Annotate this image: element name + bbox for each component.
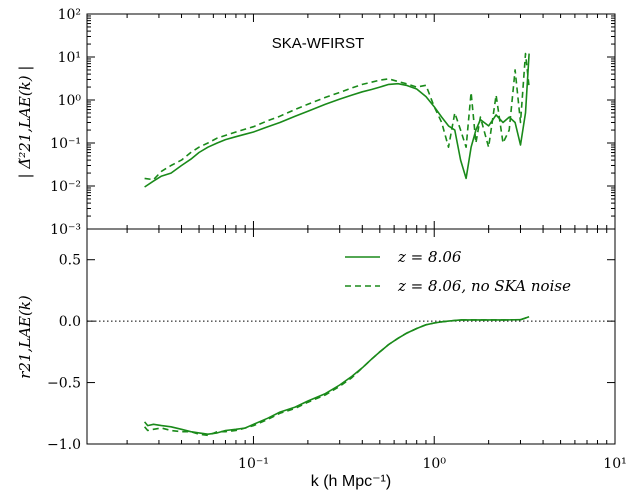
x-tick-label: 10⁻¹ <box>238 456 269 472</box>
x-tick-label: 10¹ <box>603 456 626 472</box>
bottom-series-solid <box>143 316 530 436</box>
y-tick-label: −1.0 <box>47 437 81 453</box>
y-tick-label: 10⁻³ <box>50 222 81 238</box>
legend-label-dashed: z = 8.06, no SKA noise <box>397 277 571 295</box>
y-tick-label: 0.5 <box>59 253 81 269</box>
y-tick-label: 10¹ <box>58 50 81 66</box>
panel-annotation: SKA-WFIRST <box>272 35 365 52</box>
y-tick-label: 10⁻² <box>50 179 81 195</box>
y-tick-label: 10⁻¹ <box>50 136 81 152</box>
x-tick-label: 10⁰ <box>423 456 447 472</box>
y-tick-label: 10² <box>58 7 81 23</box>
top-series-dashed <box>144 52 530 181</box>
bottom-panel-frame <box>86 228 616 445</box>
top-axes: 10⁻³ 10⁻² 10⁻¹ 10⁰ 10¹ 10² <box>50 7 616 238</box>
bottom-series-dashed <box>143 316 530 437</box>
top-series-solid <box>144 53 530 188</box>
legend: z = 8.06 z = 8.06, no SKA noise <box>345 248 571 295</box>
y-tick-label: 0.0 <box>59 314 81 330</box>
bottom-axes: 10⁻¹ 10⁰ 10¹ −1.0 −0.5 0.0 0.5 <box>47 229 627 472</box>
y-tick-label: −0.5 <box>47 376 81 392</box>
bottom-ylabel: r21,LAE(k) <box>16 295 34 379</box>
legend-label-solid: z = 8.06 <box>397 248 462 266</box>
y-tick-label: 10⁰ <box>58 93 82 109</box>
xlabel: k (h Mpc⁻¹) <box>311 473 391 490</box>
top-ylabel: | Δ̃²21,LAE(k) | <box>16 66 34 179</box>
